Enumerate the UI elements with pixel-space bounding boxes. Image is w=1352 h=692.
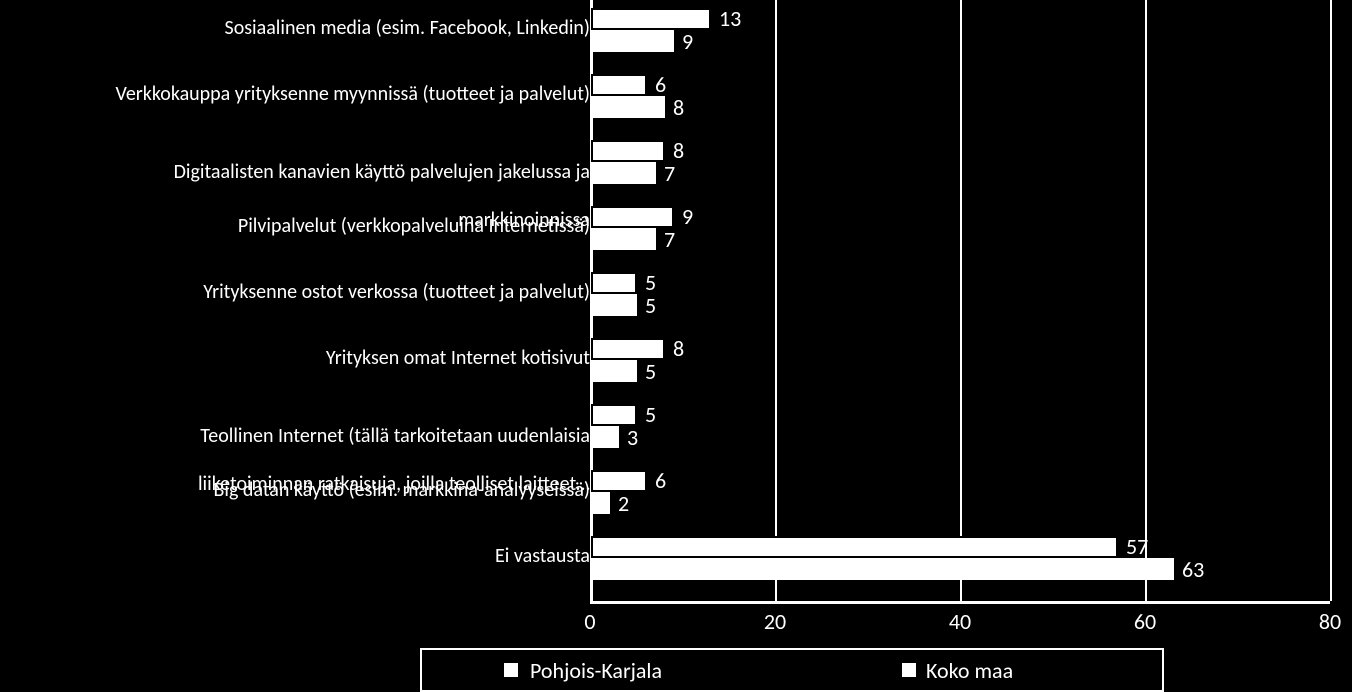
bar-pohjois-karjala — [591, 8, 711, 30]
bar-value: 13 — [719, 5, 741, 32]
gridline — [1145, 0, 1147, 601]
bar-koko-maa — [591, 162, 656, 184]
category-label: Verkkokauppa yrityksenne myynnissä (tuot… — [115, 82, 590, 106]
bar-koko-maa — [591, 558, 1174, 580]
bar-pohjois-karjala — [591, 404, 637, 426]
x-tick: 20 — [764, 608, 786, 635]
bar-value: 8 — [673, 94, 684, 121]
bar-value: 63 — [1182, 556, 1204, 583]
x-tick: 60 — [1134, 608, 1156, 635]
legend-label: Koko maa — [926, 657, 1013, 684]
bar-pohjois-karjala — [591, 206, 674, 228]
bar-koko-maa — [591, 30, 674, 52]
bar-value: 5 — [645, 358, 656, 385]
bar-value: 57 — [1126, 533, 1148, 560]
bar-koko-maa — [591, 360, 637, 382]
category-label: Yrityksenne ostot verkossa (tuotteet ja … — [203, 280, 590, 304]
legend-item-koko-maa: Koko maa — [902, 657, 1013, 684]
bar-value: 5 — [645, 401, 656, 428]
bar-chart: Sosiaalinen media (esim. Facebook, Linke… — [0, 0, 1352, 691]
bar-pohjois-karjala — [591, 470, 647, 492]
gridline — [775, 0, 777, 601]
legend-item-pohjois-karjala: Pohjois-Karjala — [502, 657, 662, 684]
bar-pohjois-karjala — [591, 536, 1118, 558]
bar-value: 7 — [664, 160, 675, 187]
bar-pohjois-karjala — [591, 272, 637, 294]
category-label: Sosiaalinen media (esim. Facebook, Linke… — [225, 16, 591, 40]
x-tick: 80 — [1319, 608, 1341, 635]
bar-value: 6 — [655, 467, 666, 494]
category-label: Pilvipalvelut (verkkopalveluina Internet… — [238, 214, 590, 238]
bar-value: 6 — [655, 71, 666, 98]
bar-value: 9 — [682, 203, 693, 230]
category-label: Yrityksen omat Internet kotisivut — [326, 346, 590, 370]
gridline — [1330, 0, 1332, 601]
bar-koko-maa — [591, 294, 637, 316]
bar-koko-maa — [591, 492, 610, 514]
legend: Pohjois-Karjala Koko maa — [420, 648, 1164, 692]
bar-pohjois-karjala — [591, 140, 665, 162]
bar-koko-maa — [591, 96, 665, 118]
legend-swatch — [502, 661, 520, 679]
bar-value: 7 — [664, 226, 675, 253]
bar-value: 3 — [627, 424, 638, 451]
bar-value: 2 — [618, 490, 629, 517]
x-tick: 0 — [584, 608, 595, 635]
legend-swatch — [902, 663, 916, 677]
bar-pohjois-karjala — [591, 338, 665, 360]
category-label: Ei vastausta — [495, 544, 590, 568]
bar-koko-maa — [591, 426, 619, 448]
x-axis — [590, 601, 1330, 604]
category-label: Big datan käyttö (esim. markkina-analyys… — [214, 478, 590, 502]
bar-koko-maa — [591, 228, 656, 250]
gridline — [960, 0, 962, 601]
bar-value: 5 — [645, 292, 656, 319]
legend-label: Pohjois-Karjala — [530, 657, 662, 684]
bar-pohjois-karjala — [591, 74, 647, 96]
x-tick: 40 — [949, 608, 971, 635]
bar-value: 9 — [682, 28, 693, 55]
bar-value: 8 — [673, 335, 684, 362]
